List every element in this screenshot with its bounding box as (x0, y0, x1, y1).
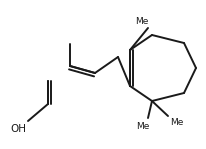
Text: Me: Me (136, 122, 149, 131)
Text: OH: OH (10, 124, 26, 134)
Text: Me: Me (135, 17, 148, 26)
Text: Me: Me (169, 118, 183, 127)
